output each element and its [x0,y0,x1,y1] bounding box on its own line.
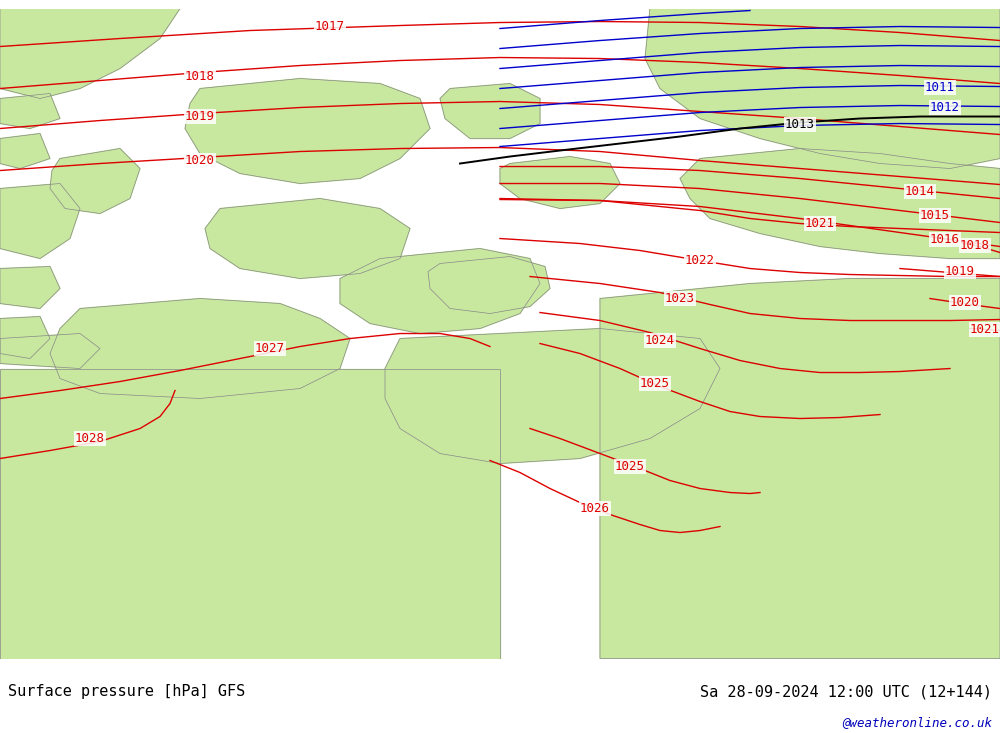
Polygon shape [340,248,540,334]
Text: 1011: 1011 [925,81,955,94]
Text: 1014: 1014 [905,185,935,198]
Polygon shape [0,317,50,358]
Text: 1025: 1025 [615,460,645,473]
Polygon shape [600,279,1000,658]
Polygon shape [385,328,720,463]
Text: 1012: 1012 [930,101,960,114]
Text: 1019: 1019 [945,265,975,278]
Polygon shape [0,369,500,658]
Polygon shape [0,334,100,369]
Polygon shape [0,267,60,309]
Polygon shape [185,78,430,183]
Polygon shape [645,9,1000,169]
Text: Sa 28-09-2024 12:00 UTC (12+144): Sa 28-09-2024 12:00 UTC (12+144) [700,685,992,699]
Text: 1016: 1016 [930,233,960,246]
Text: 1019: 1019 [185,110,215,123]
Polygon shape [0,94,60,128]
Text: 1024: 1024 [645,334,675,347]
Polygon shape [500,157,620,208]
Text: 1025: 1025 [640,377,670,390]
Text: 1021: 1021 [970,323,1000,336]
Text: 1028: 1028 [75,432,105,445]
Text: 1026: 1026 [580,502,610,515]
Polygon shape [428,257,550,314]
Polygon shape [205,199,410,279]
Polygon shape [0,9,180,98]
Text: 1018: 1018 [960,239,990,252]
Polygon shape [50,298,350,399]
Text: 1015: 1015 [920,209,950,222]
Text: @weatheronline.co.uk: @weatheronline.co.uk [842,716,992,729]
Text: Surface pressure [hPa] GFS: Surface pressure [hPa] GFS [8,685,245,699]
Polygon shape [440,84,540,139]
Text: 1018: 1018 [185,70,215,83]
Text: 1021: 1021 [805,217,835,230]
Polygon shape [0,133,50,169]
Text: 1020: 1020 [950,296,980,309]
Text: 1023: 1023 [665,292,695,305]
Text: 1027: 1027 [255,342,285,355]
Polygon shape [680,149,1000,259]
Text: 1017: 1017 [315,20,345,33]
Text: 1013: 1013 [785,118,815,131]
Text: 1020: 1020 [185,154,215,167]
Polygon shape [50,149,140,213]
Polygon shape [0,183,80,259]
Text: 1022: 1022 [685,254,715,267]
